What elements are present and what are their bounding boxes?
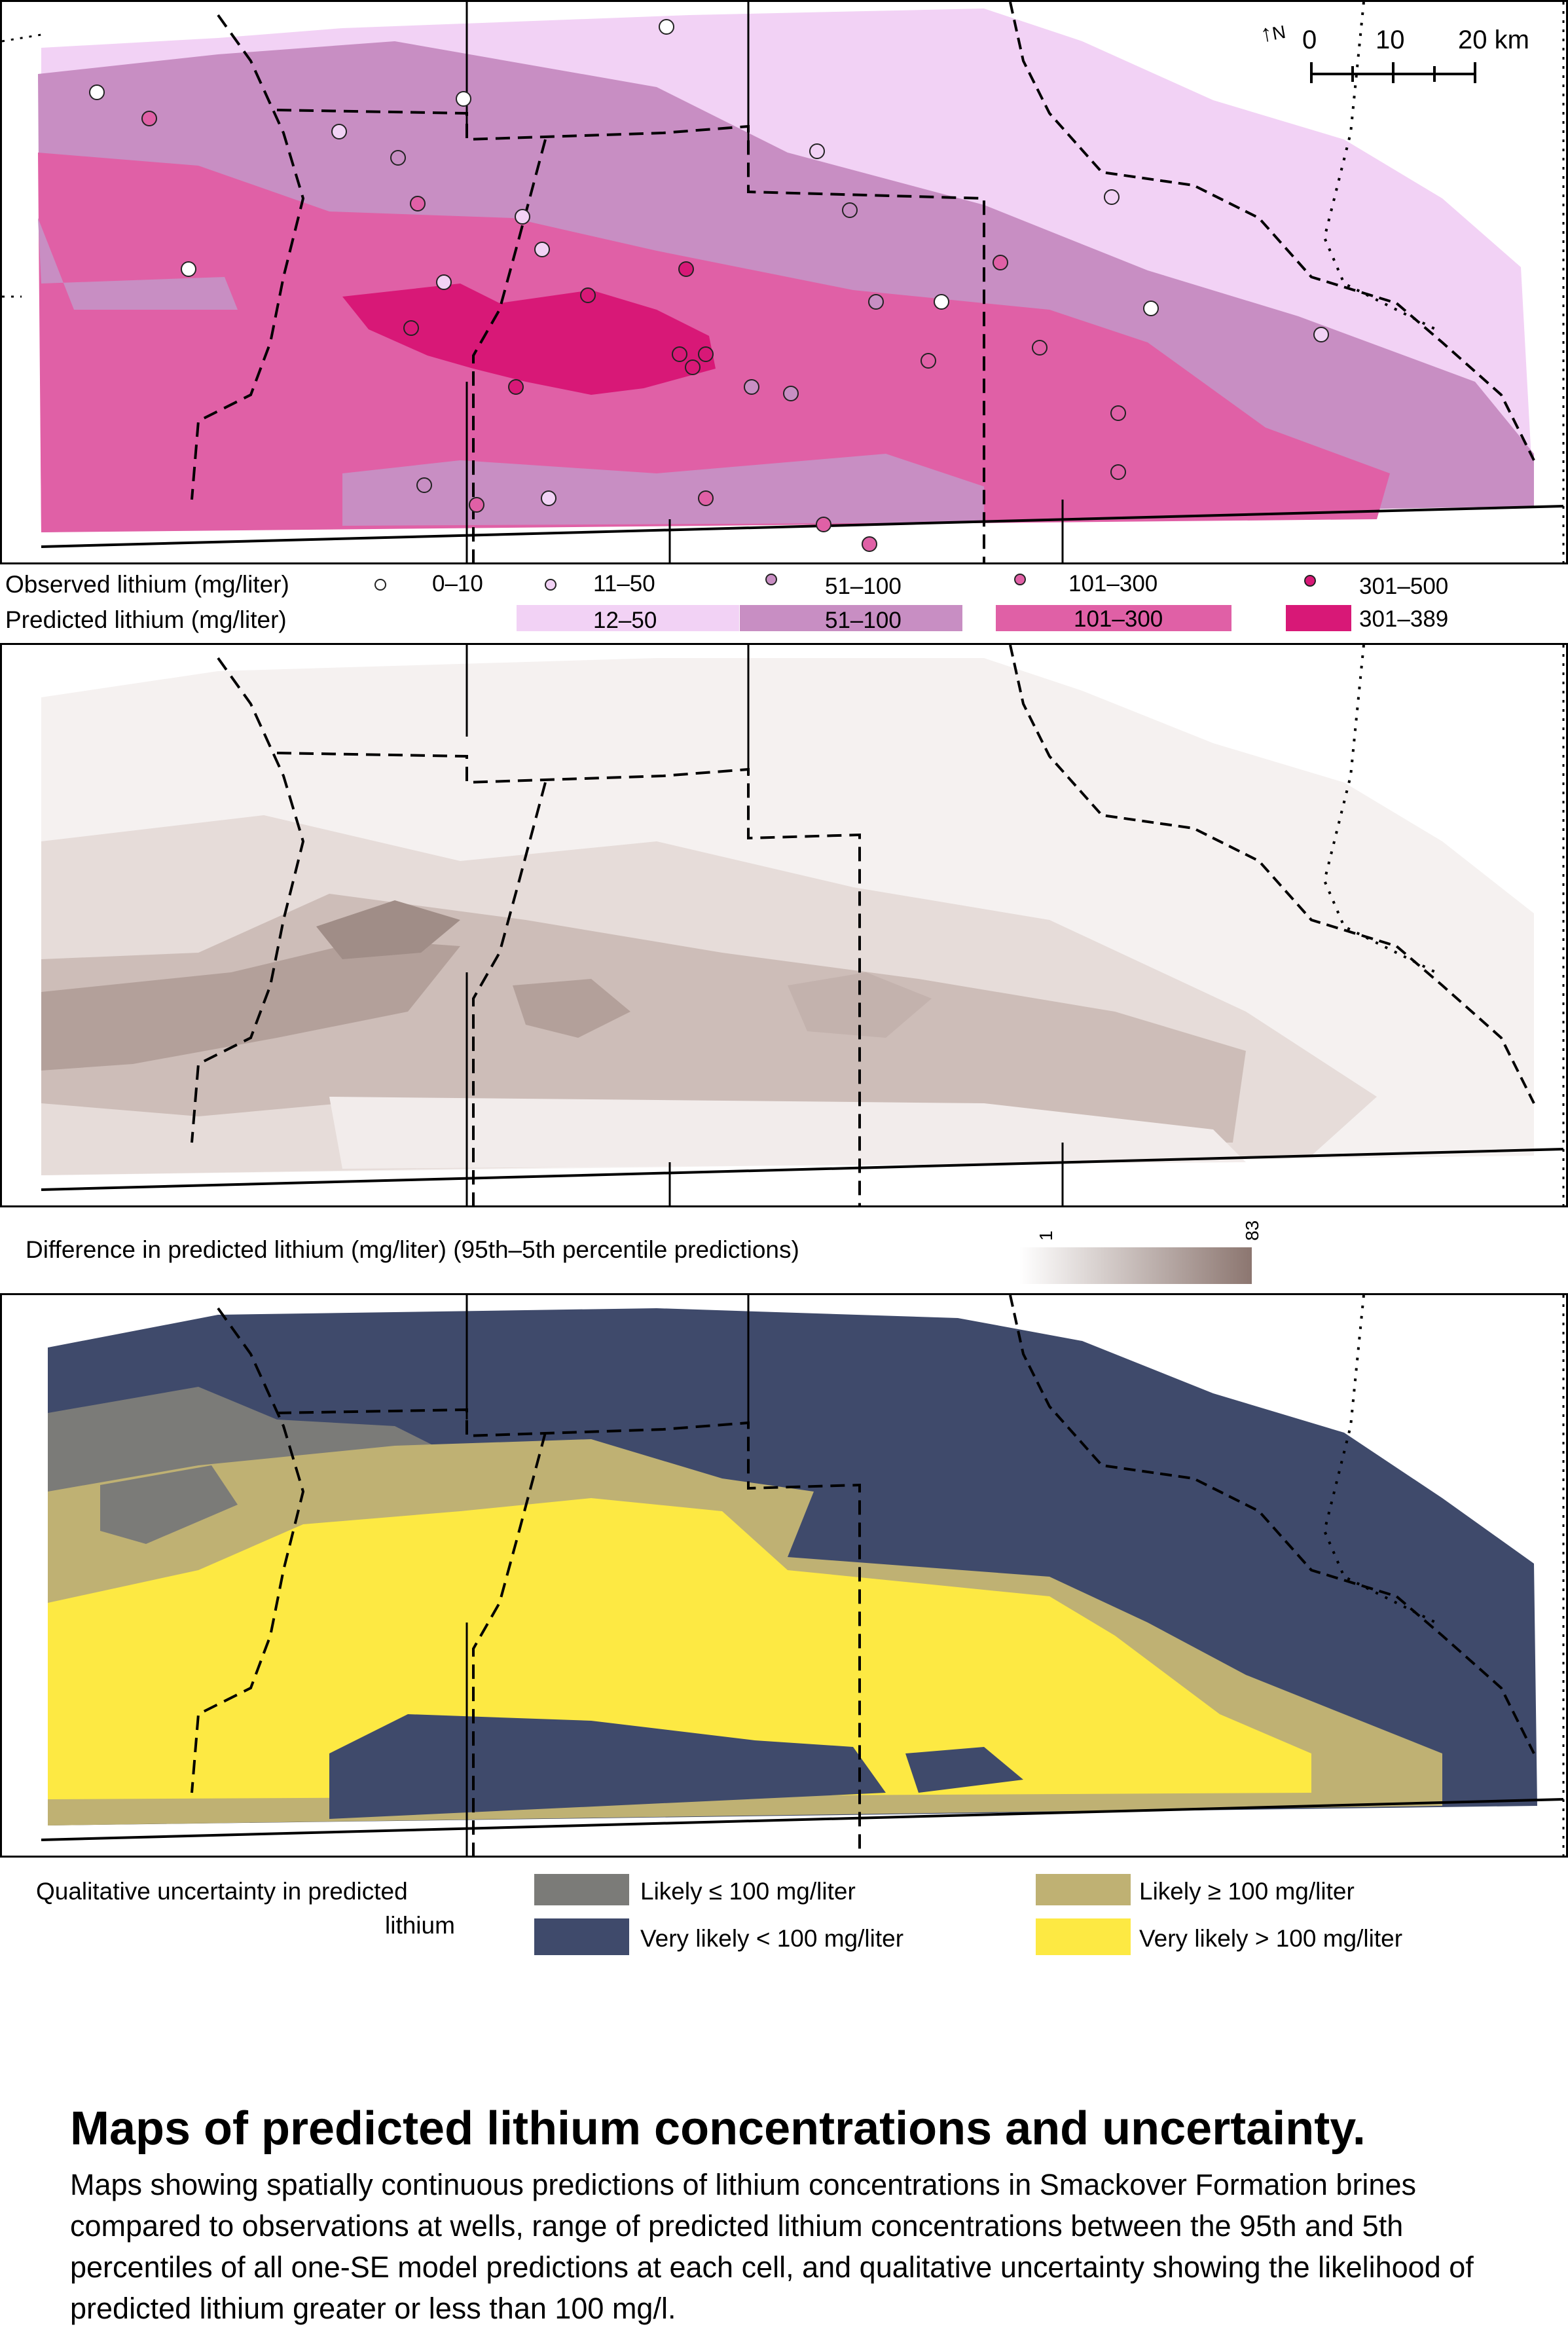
uncertainty-class-label: Likely ≤ 100 mg/liter bbox=[640, 1878, 856, 1905]
observed-swatch-0 bbox=[374, 579, 386, 591]
predicted-lithium-map-graphic bbox=[2, 2, 1565, 562]
predicted-class-label: 12–50 bbox=[593, 608, 657, 633]
predicted-swatch-0 bbox=[517, 605, 739, 631]
qualitative-uncertainty-map bbox=[0, 1293, 1568, 1858]
well-point bbox=[685, 359, 701, 375]
predicted-swatch-2 bbox=[996, 605, 1231, 631]
well-point bbox=[1143, 301, 1159, 316]
well-point bbox=[783, 386, 799, 401]
observed-class-label: 101–300 bbox=[1068, 571, 1158, 596]
well-point bbox=[678, 261, 694, 277]
well-point bbox=[1104, 189, 1120, 205]
well-point bbox=[698, 346, 714, 362]
well-point bbox=[698, 490, 714, 506]
caption-body: Maps showing spatially continuous predic… bbox=[70, 2168, 1474, 2325]
well-point bbox=[672, 346, 687, 362]
well-point bbox=[508, 379, 524, 395]
well-point bbox=[181, 261, 196, 277]
well-point bbox=[993, 255, 1008, 270]
well-point bbox=[862, 536, 877, 552]
uncertainty-class-label: Very likely > 100 mg/liter bbox=[1139, 1925, 1403, 1952]
uncertainty-swatch-1 bbox=[534, 1918, 629, 1955]
predicted-swatch-1 bbox=[740, 605, 962, 631]
uncertainty-swatch-2 bbox=[1036, 1874, 1131, 1905]
observed-class-label: 301–500 bbox=[1359, 574, 1449, 599]
gradient-max-label: 83 bbox=[1242, 1220, 1262, 1241]
qualitative-uncertainty-map-graphic bbox=[41, 1295, 1565, 1856]
well-point bbox=[403, 320, 419, 336]
well-point bbox=[744, 379, 759, 395]
well-point bbox=[816, 517, 831, 532]
observed-class-label: 51–100 bbox=[825, 574, 902, 599]
predicted-class-label: 301–389 bbox=[1359, 606, 1449, 632]
scale-tick-10: 10 bbox=[1376, 26, 1405, 54]
predicted-class-label: 51–100 bbox=[825, 608, 902, 633]
uncertainty-swatch-3 bbox=[1036, 1918, 1131, 1955]
well-point bbox=[456, 91, 471, 107]
well-point bbox=[331, 124, 347, 139]
well-point bbox=[410, 196, 426, 211]
well-point bbox=[842, 202, 858, 218]
predicted-lithium-map: ↑N 0 10 20 km bbox=[0, 0, 1568, 564]
scale-tick-20: 20 km bbox=[1458, 26, 1529, 54]
well-point bbox=[436, 274, 452, 290]
uncertainty-class-label: Likely ≥ 100 mg/liter bbox=[1139, 1878, 1355, 1905]
well-point bbox=[921, 353, 936, 369]
predicted-lithium-label: Predicted lithium (mg/liter) bbox=[5, 606, 287, 633]
observed-class-label: 11–50 bbox=[593, 571, 655, 596]
well-point bbox=[1032, 340, 1048, 356]
well-point bbox=[469, 497, 484, 513]
observed-swatch-4 bbox=[1304, 575, 1316, 587]
difference-label: Difference in predicted lithium (mg/lite… bbox=[26, 1236, 799, 1263]
well-point bbox=[390, 150, 406, 166]
well-point bbox=[541, 490, 556, 506]
prediction-difference-map-graphic bbox=[41, 645, 1565, 1205]
scale-bar-graphic bbox=[1310, 62, 1476, 83]
well-point bbox=[809, 143, 825, 159]
well-point bbox=[89, 84, 105, 100]
uncertainty-class-label: Very likely < 100 mg/liter bbox=[640, 1925, 904, 1952]
well-point bbox=[934, 294, 949, 310]
predicted-class-label: 101–300 bbox=[1074, 606, 1163, 632]
gradient-min-label: 1 bbox=[1036, 1230, 1056, 1241]
uncertainty-swatch-0 bbox=[534, 1874, 629, 1905]
predicted-swatch-3 bbox=[1286, 605, 1351, 631]
well-point bbox=[141, 111, 157, 126]
observed-swatch-3 bbox=[1014, 574, 1026, 585]
observed-class-label: 0–10 bbox=[432, 571, 483, 596]
observed-swatch-1 bbox=[545, 579, 556, 591]
well-point bbox=[416, 477, 432, 493]
prediction-difference-map bbox=[0, 643, 1568, 1207]
well-point bbox=[1313, 327, 1329, 342]
observed-lithium-label: Observed lithium (mg/liter) bbox=[5, 571, 289, 598]
uncertainty-label-line1: Qualitative uncertainty in predicted bbox=[36, 1878, 408, 1905]
well-point bbox=[515, 209, 530, 225]
well-point bbox=[1110, 405, 1126, 421]
well-point bbox=[1110, 464, 1126, 480]
well-point bbox=[868, 294, 884, 310]
difference-gradient-bar bbox=[1019, 1247, 1252, 1284]
well-point bbox=[580, 287, 596, 303]
well-point bbox=[659, 19, 674, 35]
uncertainty-label-line2: lithium bbox=[385, 1912, 455, 1939]
caption-title: Maps of predicted lithium concentrations… bbox=[70, 2102, 1366, 2155]
scale-tick-0: 0 bbox=[1302, 26, 1317, 54]
observed-swatch-2 bbox=[765, 574, 777, 585]
well-point bbox=[534, 242, 550, 257]
